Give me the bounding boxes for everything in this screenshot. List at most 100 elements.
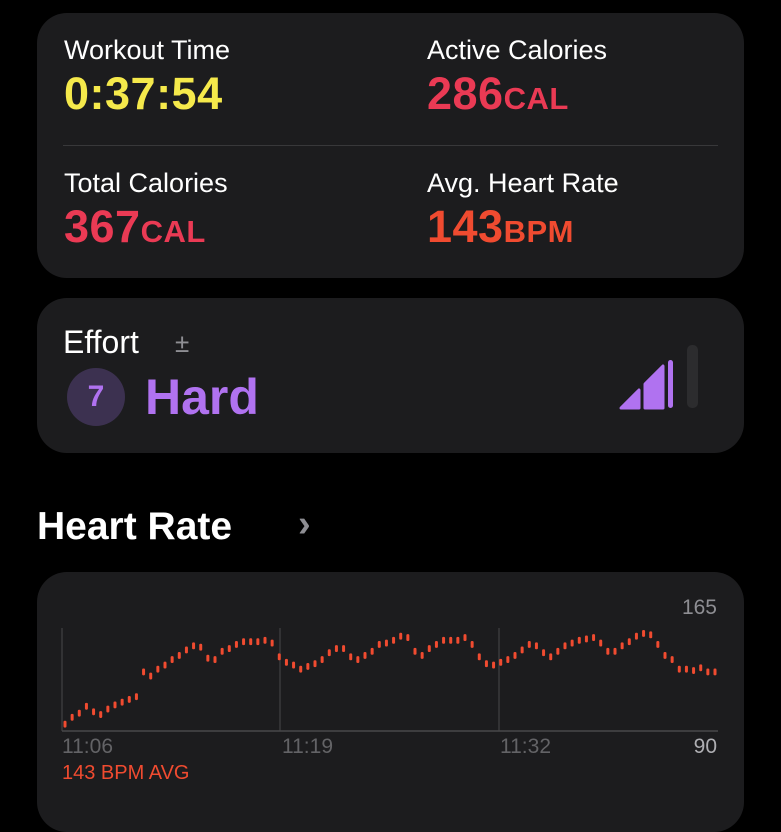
active-calories-value: 286 [427, 68, 504, 119]
heart-rate-bar [156, 665, 160, 673]
heart-rate-bar [627, 638, 631, 646]
heart-rate-bar [499, 658, 503, 666]
active-calories-label: Active Calories [427, 35, 608, 65]
heart-rate-bar [642, 630, 646, 637]
heart-rate-bar [242, 638, 246, 646]
heart-rate-bar [92, 708, 96, 716]
heart-rate-bar [342, 645, 346, 653]
heart-rate-bar [249, 638, 253, 646]
heart-rate-bar [677, 665, 681, 673]
heart-rate-title[interactable]: Heart Rate [37, 505, 233, 548]
heart-rate-bar [327, 649, 331, 657]
heart-rate-bar [463, 634, 467, 642]
plus-minus-icon[interactable]: ± [175, 328, 190, 358]
heart-rate-bar [227, 645, 231, 653]
workout-time-metric: Workout Time 0:37:54 [64, 35, 230, 120]
heart-rate-bar [534, 642, 538, 650]
chevron-right-icon[interactable]: › [298, 503, 311, 545]
y-min-label: 90 [693, 735, 717, 758]
heart-rate-bar [427, 645, 431, 653]
x-label: 11:06 [62, 735, 113, 758]
heart-rate-bar [63, 720, 67, 728]
heart-rate-bar [406, 634, 410, 642]
heart-rate-bar [713, 668, 717, 676]
heart-rate-bar [142, 668, 146, 676]
effort-bar-4 [687, 345, 698, 408]
heart-rate-bar [320, 656, 324, 664]
heart-rate-bar [292, 661, 296, 669]
heart-rate-bar [163, 661, 167, 669]
heart-rate-bar [699, 664, 703, 672]
heart-rate-bar [434, 641, 438, 648]
heart-rate-bar [599, 639, 603, 647]
avg-heart-rate-metric: Avg. Heart Rate 143BPM [427, 168, 619, 253]
workout-summary-card: Workout Time 0:37:54 Active Calories 286… [37, 13, 744, 278]
avg-heart-rate-value: 143 [427, 201, 504, 252]
heart-rate-bar [563, 642, 567, 650]
effort-bar-1 [619, 388, 641, 410]
effort-bar-2 [643, 364, 665, 410]
effort-bar-3 [668, 360, 673, 408]
heart-rate-bar [99, 711, 103, 718]
heart-rate-bar [656, 641, 660, 648]
y-max-label: 165 [681, 596, 717, 619]
heart-rate-bar [413, 647, 417, 655]
heart-rate-bar [399, 632, 403, 640]
workout-time-label: Workout Time [64, 35, 231, 65]
heart-rate-bar [684, 665, 688, 673]
heart-rate-bar [199, 643, 203, 651]
heart-rate-bar [377, 641, 381, 648]
heart-rate-bar [106, 705, 110, 713]
heart-rate-bar [492, 661, 496, 669]
heart-rate-bar [477, 653, 481, 661]
avg-bpm-label: 143 BPM AVG [62, 762, 190, 784]
heart-rate-bar [384, 639, 388, 647]
heart-rate-bar [299, 665, 303, 673]
heart-rate-bar [306, 663, 310, 670]
heart-rate-bar [584, 635, 588, 643]
total-calories-label: Total Calories [64, 168, 228, 198]
heart-rate-bar [649, 631, 653, 639]
heart-rate-bar [556, 647, 560, 655]
avg-heart-rate-label: Avg. Heart Rate [427, 168, 619, 198]
heart-rate-bar [520, 646, 524, 654]
x-label: 11:32 [500, 735, 551, 758]
heart-rate-card[interactable]: 165 11:06 11:19 11:32 90 143 BPM AVG [37, 572, 744, 832]
effort-card[interactable]: Effort ± 7 Hard [37, 298, 744, 453]
heart-rate-bar [334, 645, 338, 653]
heart-rate-bar [442, 636, 446, 644]
heart-rate-bar [356, 656, 360, 664]
heart-rate-bar [363, 652, 367, 659]
heart-rate-bar [284, 658, 288, 666]
heart-rate-bar [549, 653, 553, 661]
heart-rate-bar [706, 668, 710, 676]
heart-rate-bar [206, 654, 210, 662]
workout-time-value: 0:37:54 [64, 68, 223, 119]
effort-score-badge: 7 [67, 368, 125, 426]
heart-rate-chart [61, 628, 718, 732]
heart-rate-bar [70, 713, 74, 721]
active-calories-unit: CAL [503, 81, 569, 116]
heart-rate-bar [634, 632, 638, 640]
heart-rate-bar [392, 636, 396, 644]
heart-rate-bar [192, 642, 196, 650]
heart-rate-bar [213, 656, 217, 664]
heart-rate-bar [134, 693, 138, 701]
heart-rate-bar [592, 634, 596, 642]
heart-rate-bar [370, 647, 374, 655]
heart-rate-bar [613, 647, 617, 655]
heart-rate-bar [220, 647, 224, 655]
heart-rate-bar [692, 667, 696, 675]
total-calories-metric: Total Calories 367CAL [64, 168, 228, 253]
heart-rate-bar [420, 652, 424, 659]
heart-rate-bar [113, 701, 117, 709]
heart-rate-bar [170, 656, 174, 664]
heart-rate-bar [84, 702, 88, 710]
heart-rate-bar [349, 653, 353, 661]
heart-rate-bar [184, 646, 188, 654]
heart-rate-bar [234, 641, 238, 648]
active-calories-metric: Active Calories 286CAL [427, 35, 607, 120]
heart-rate-bar [456, 636, 460, 644]
heart-rate-bar [470, 641, 474, 648]
heart-rate-bar [449, 636, 453, 644]
